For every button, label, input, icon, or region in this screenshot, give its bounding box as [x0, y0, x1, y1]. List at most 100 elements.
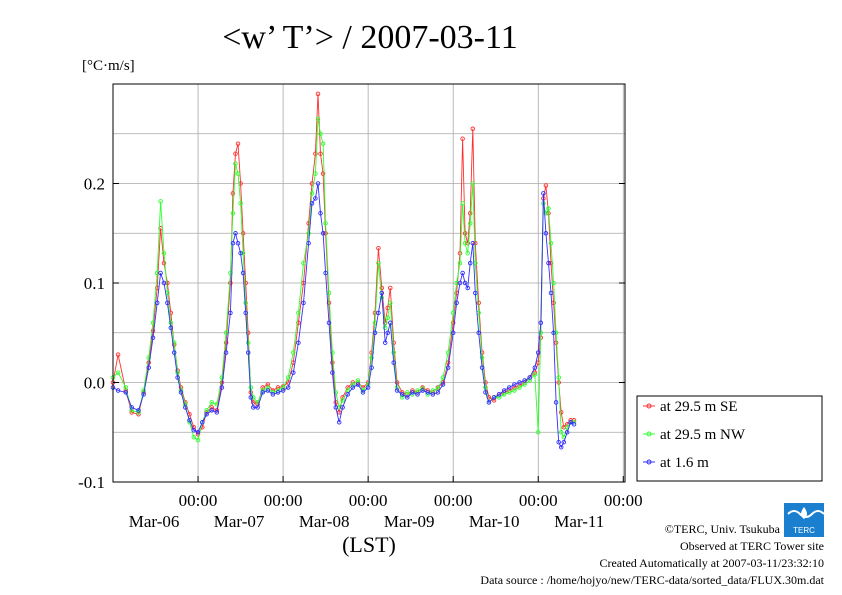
- data-point: [571, 422, 577, 427]
- data-point: [275, 385, 281, 390]
- data-point: [204, 412, 209, 417]
- y-axis-ticks: -0.1 0.0 0.1 0.2: [78, 175, 625, 492]
- data-point: [399, 395, 405, 400]
- data-point: [233, 231, 238, 236]
- data-point: [385, 330, 390, 336]
- data-point: [532, 365, 538, 370]
- data-point: [507, 390, 512, 395]
- data-point: [123, 390, 129, 395]
- data-point: [345, 392, 350, 397]
- data-point: [260, 385, 265, 390]
- data-point: [467, 260, 473, 266]
- data-source-text: Data source : /home/hojyo/new/TERC-data/…: [480, 573, 824, 587]
- data-point: [191, 425, 197, 430]
- data-point: [251, 395, 256, 400]
- terc-logo: TERC: [784, 503, 825, 537]
- data-point: [450, 310, 456, 316]
- data-point: [313, 151, 318, 156]
- data-point: [345, 385, 350, 390]
- data-point: [450, 320, 456, 326]
- data-point: [551, 330, 556, 336]
- series-line: [112, 183, 575, 449]
- data-point: [315, 116, 321, 122]
- data-point: [517, 380, 522, 385]
- data-point: [491, 395, 497, 400]
- data-point: [548, 260, 554, 266]
- data-point: [460, 136, 465, 141]
- data-point: [470, 126, 476, 132]
- data-point: [265, 382, 271, 387]
- data-point: [360, 390, 366, 395]
- data-point: [479, 355, 485, 360]
- data-point: [326, 320, 332, 326]
- data-point: [301, 300, 306, 306]
- data-point: [473, 290, 478, 296]
- data-point: [240, 231, 246, 236]
- data-point: [235, 141, 241, 146]
- data-point: [238, 250, 243, 256]
- y-tick-label: 0.1: [84, 274, 105, 293]
- data-point: [129, 405, 134, 410]
- data-point: [543, 211, 549, 216]
- x-tick-time-label: 00:00: [604, 491, 643, 510]
- data-point: [243, 310, 248, 316]
- data-point: [369, 365, 374, 370]
- data-point: [228, 280, 233, 286]
- x-axis-ticks: 00:00Mar-0600:00Mar-0700:00Mar-0800:00Ma…: [129, 476, 643, 531]
- data-point: [238, 201, 243, 206]
- data-point: [323, 221, 328, 226]
- data-point: [161, 250, 167, 256]
- data-point: [512, 388, 517, 393]
- data-point: [219, 385, 225, 390]
- data-point: [355, 382, 361, 387]
- data-point: [425, 390, 430, 395]
- data-point: [150, 328, 156, 334]
- data-point: [323, 270, 328, 276]
- data-point: [233, 161, 238, 166]
- data-point: [350, 382, 356, 387]
- data-point: [318, 131, 323, 137]
- data-point: [388, 320, 393, 326]
- data-point: [473, 240, 478, 246]
- data-point: [228, 310, 233, 316]
- data-point: [556, 375, 561, 380]
- data-point: [415, 392, 420, 397]
- data-point: [410, 390, 415, 395]
- data-point: [318, 211, 323, 216]
- data-point: [183, 405, 188, 410]
- data-point: [376, 310, 381, 316]
- data-point: [171, 350, 177, 355]
- y-tick-label: 0.0: [84, 374, 105, 393]
- x-tick-date-label: Mar-06: [129, 512, 180, 531]
- data-point: [512, 385, 517, 390]
- copyright-text: ©TERC, Univ. Tsukuba: [665, 522, 781, 536]
- data-point: [248, 395, 254, 400]
- data-point: [158, 270, 163, 276]
- legend: at 29.5 m SE at 29.5 m NW at 1.6 m: [636, 395, 823, 482]
- data-point: [309, 191, 315, 196]
- data-point: [527, 378, 532, 383]
- data-point: [391, 360, 396, 365]
- data-point: [209, 408, 214, 413]
- data-point: [369, 355, 374, 360]
- data-point: [168, 325, 174, 331]
- data-point: [260, 390, 265, 395]
- data-point: [291, 370, 296, 375]
- data-point: [546, 260, 551, 266]
- data-point: [430, 392, 436, 397]
- x-tick-time-label: 00:00: [264, 491, 303, 510]
- data-point: [382, 325, 388, 331]
- data-point: [306, 231, 311, 236]
- data-point: [548, 290, 554, 296]
- data-point: [546, 206, 551, 211]
- data-point: [568, 420, 573, 425]
- data-point: [462, 240, 468, 246]
- data-point: [243, 300, 248, 306]
- data-point: [388, 300, 393, 306]
- data-point: [340, 405, 345, 410]
- data-point: [470, 181, 476, 186]
- data-point: [538, 320, 544, 326]
- data-point: [538, 330, 544, 336]
- data-point: [460, 270, 465, 276]
